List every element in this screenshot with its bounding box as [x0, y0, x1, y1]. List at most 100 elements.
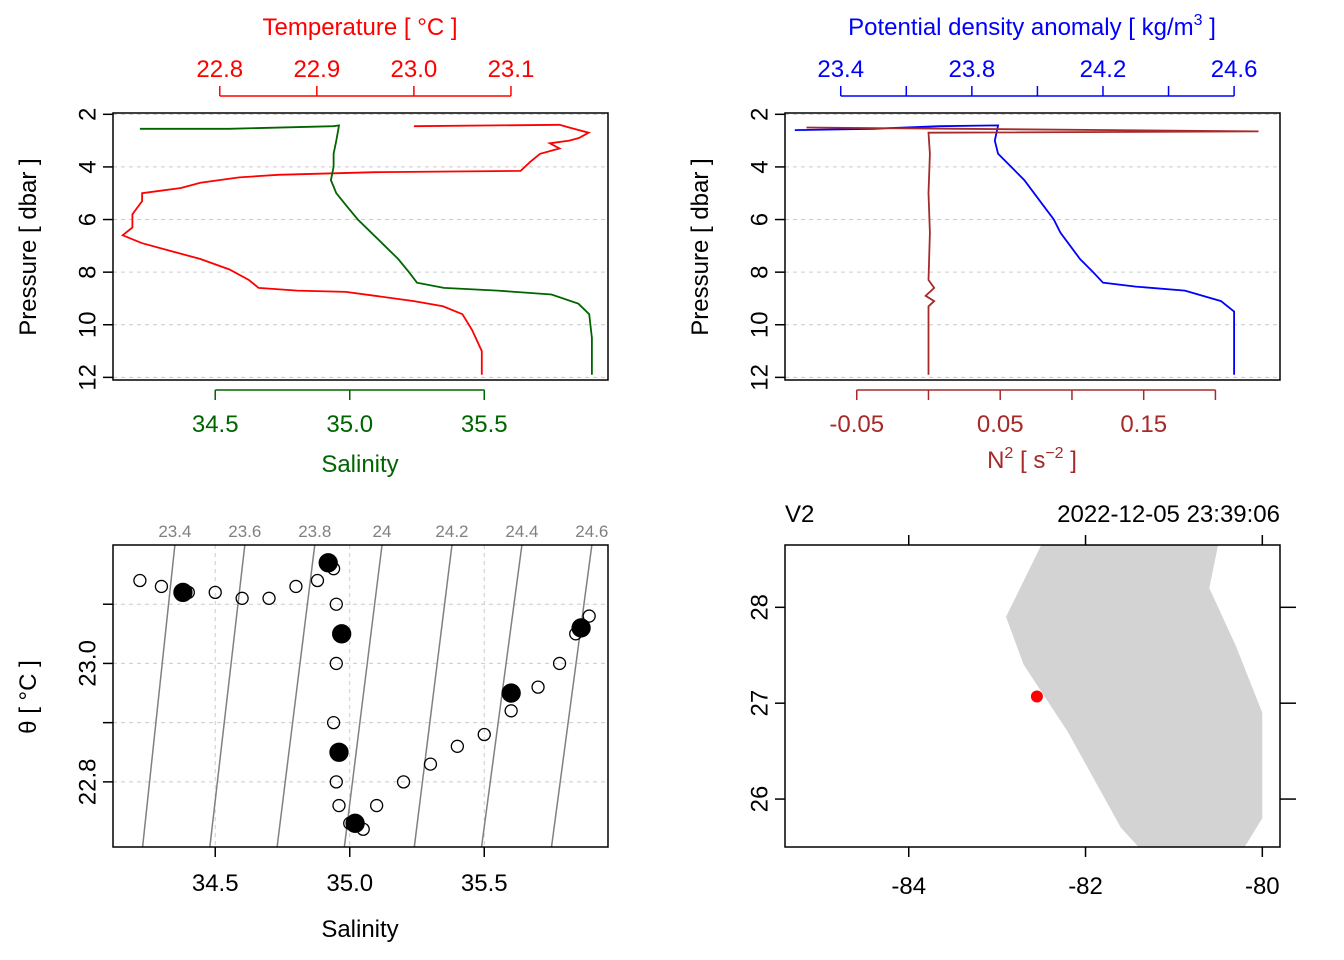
salinity-line: [139, 124, 593, 375]
n2-axis-title-mid: [ s: [1013, 447, 1045, 474]
ts-point: [235, 591, 249, 605]
p4-longitude-label: -82: [1068, 873, 1103, 900]
p1-ytick-label: 12: [74, 364, 101, 391]
isopycnal-line: [480, 545, 523, 847]
p1-top-tick-label: 22.8: [196, 56, 243, 83]
p4-latitude-axis: 26 27 28: [746, 594, 773, 812]
p2-top-tick-label: 24.6: [1211, 56, 1258, 83]
p2-left-axis: 2 4 6 8 10 12: [746, 108, 785, 391]
ts-point: [262, 591, 276, 605]
p1-ytick-label: 2: [74, 108, 101, 121]
density-line: [794, 124, 1235, 375]
ts-point: [423, 757, 438, 771]
p2-ytick-label: 12: [746, 364, 773, 391]
p2-ytick-label: 6: [746, 213, 773, 226]
isopycnal-label: 24.2: [435, 522, 468, 541]
ts-point: [329, 597, 343, 611]
p4-longitude-label: -80: [1245, 873, 1280, 900]
density-axis-title-sup: 3: [1194, 12, 1203, 29]
p4-map-content: [1006, 545, 1263, 847]
p4-latitude-label: 27: [746, 690, 773, 717]
density-axis-title-end: ]: [1203, 14, 1216, 41]
ts-point: [329, 775, 343, 789]
ts-point: [396, 775, 411, 789]
p1-ytick-label: 8: [74, 265, 101, 278]
ts-point: [154, 579, 169, 594]
p1-bottom-tick-label: 35.0: [326, 411, 373, 438]
station-map-panel: -84 -82 -80 26 27 28 V2 2022-12-05 23:39:06: [746, 501, 1296, 900]
p3-ytick-label: 22.8: [74, 759, 101, 806]
p3-bottom-axis: 34.5 35.0 35.5: [192, 847, 508, 897]
theta-axis-title: θ [ °C ]: [15, 660, 42, 734]
p4-frame-ticks: [775, 535, 1296, 857]
isopycnal-label: 23.8: [298, 522, 331, 541]
ts-point: [477, 727, 491, 742]
p3-left-axis: 22.8 23.0: [74, 603, 113, 806]
isopycnal-label: 24.4: [505, 522, 538, 541]
p2-ytick-label: 4: [746, 160, 773, 173]
n2-axis-title-sup: 2: [1004, 445, 1013, 462]
p2-ytick-label: 2: [746, 108, 773, 121]
p2-bottom-tick-label: 0.05: [977, 411, 1024, 438]
ts-point: [326, 715, 341, 730]
p2-bottom-tick-label: -0.05: [829, 411, 884, 438]
p4-latitude-label: 28: [746, 594, 773, 621]
p1-plot-frame: [112, 112, 609, 381]
density-n2-profile-panel: 23.4 23.8 24.2 24.6 -0.05 0.05 0.15 24681012 …: [687, 12, 1281, 474]
p1-top-axis: 22.8 22.9 23.0 23.1: [196, 56, 534, 97]
isopycnal-label: 24: [373, 522, 392, 541]
p1-ytick-label: 4: [74, 160, 101, 173]
p1-top-tick-label: 23.0: [391, 56, 438, 83]
ts-point: [504, 704, 518, 718]
isopycnal-line: [413, 545, 453, 847]
p3-xtick-label: 35.5: [461, 870, 508, 897]
ts-point: [450, 739, 464, 753]
p1-bottom-axis: 34.5 35.0 35.5: [192, 389, 508, 438]
ts-point: [133, 573, 147, 588]
p4-latitude-label: 26: [746, 786, 773, 813]
ts-point: [582, 609, 596, 623]
n2-axis-title-sup2: −2: [1045, 445, 1063, 462]
p3-data-points: [133, 553, 596, 836]
p1-bottom-tick-label: 34.5: [192, 411, 239, 438]
ts-point: [552, 656, 567, 671]
p2-gridlines: [785, 113, 1280, 378]
p1-ytick-label: 10: [74, 311, 101, 338]
p3-plot-frame: [112, 544, 609, 848]
p2-bottom-axis: -0.05 0.05 0.15: [829, 389, 1217, 438]
ts-point: [289, 579, 303, 594]
p1-top-tick-label: 22.9: [293, 56, 340, 83]
p2-pressure-axis-title: Pressure [ dbar ]: [687, 158, 714, 335]
p3-xtick-label: 35.0: [326, 870, 373, 897]
p4-map-frame: [784, 544, 1281, 848]
station-label: V2: [785, 501, 814, 528]
density-axis-title: Potential density anomaly [ kg/m3 ]: [848, 12, 1216, 41]
density-axis-title-main: Potential density anomaly [ kg/m: [848, 14, 1194, 41]
p3-salinity-axis-title: Salinity: [321, 916, 398, 943]
station-marker: [1030, 690, 1043, 703]
ts-point-cluster: [332, 624, 352, 644]
ts-point-cluster: [501, 683, 521, 703]
isopycnal-label: 23.6: [228, 522, 261, 541]
land-polygon: [1006, 545, 1263, 847]
p2-top-tick-label: 23.4: [817, 56, 864, 83]
p4-longitude-axis: -84 -82 -80: [891, 873, 1279, 900]
n2-axis-title: N2 [ s−2 ]: [987, 445, 1077, 474]
ts-point: [531, 680, 545, 694]
p2-ytick-label: 10: [746, 311, 773, 338]
ts-point-cluster: [329, 742, 349, 762]
p1-ytick-label: 6: [74, 213, 101, 226]
isopycnal-line: [550, 545, 593, 847]
n2-line: [806, 126, 1259, 375]
ts-point-cluster: [571, 618, 591, 638]
p1-gridlines: [113, 113, 608, 378]
isopycnal-label: 24.6: [575, 522, 608, 541]
isopycnal-line: [209, 545, 246, 847]
n2-axis-title-end: ]: [1064, 447, 1077, 474]
ts-point-cluster: [173, 582, 193, 603]
ts-point: [310, 573, 325, 588]
p1-left-axis: 2 4 6 8 10 12: [74, 108, 113, 391]
salinity-axis-title: Salinity: [321, 451, 398, 478]
p1-series-lines: [120, 123, 593, 375]
